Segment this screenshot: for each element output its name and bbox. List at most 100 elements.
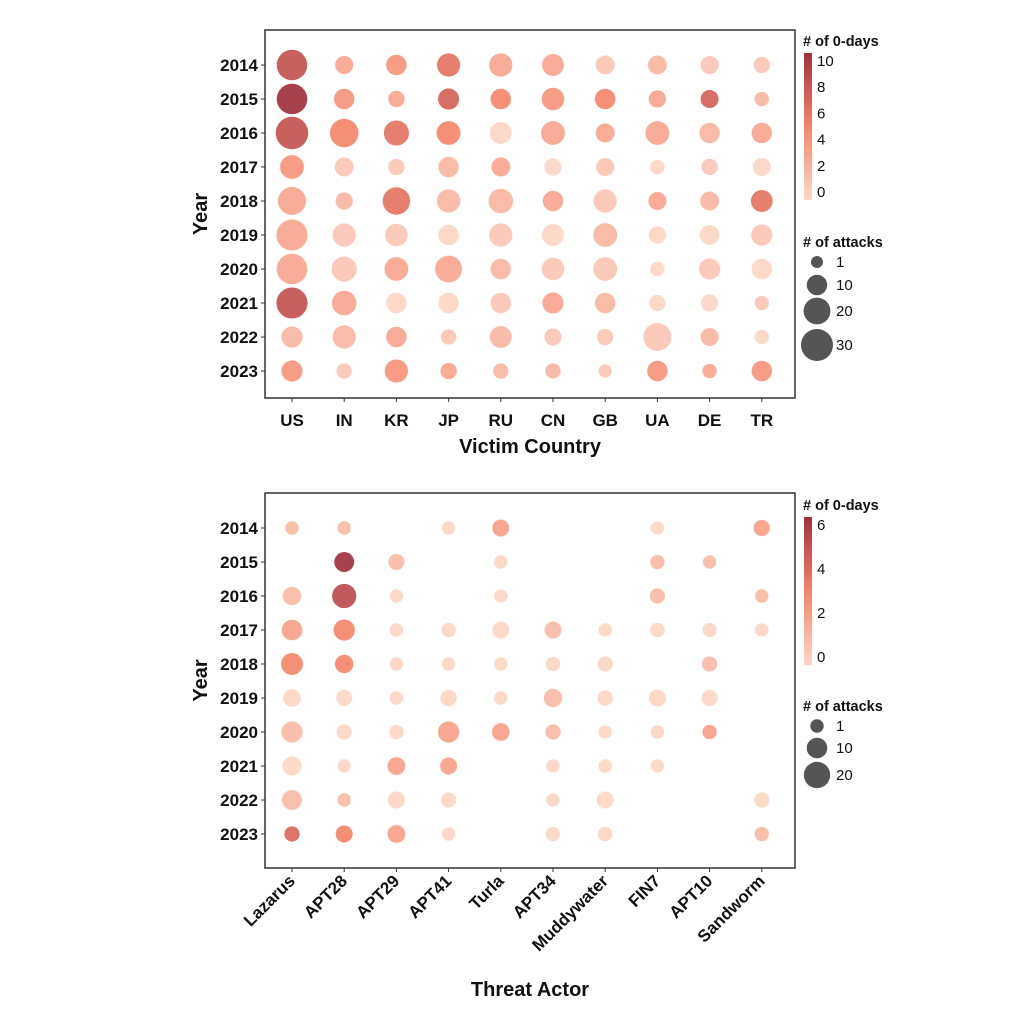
bubble-in-2019	[332, 223, 356, 247]
bubble-jp-2016	[436, 121, 461, 145]
bubble-lazarus-2020	[281, 721, 303, 743]
bubble-fin7-2020	[650, 725, 665, 739]
x-tick-label: JP	[438, 411, 459, 430]
bubble-apt28-2015	[334, 552, 355, 572]
bubble-gb-2023	[598, 364, 612, 378]
bubble-gb-2017	[596, 157, 615, 177]
bubble-lazarus-2018	[281, 653, 303, 675]
bubble-us-2017	[280, 155, 304, 179]
size-legend-circle	[811, 256, 823, 268]
size-legend-label: 10	[836, 740, 853, 757]
y-axis-title: Year	[190, 659, 212, 701]
bubble-lazarus-2023	[284, 826, 300, 842]
bubble-sandworm-2016	[755, 589, 769, 603]
y-tick-label: 2014	[220, 519, 258, 538]
bubble-tr-2014	[753, 56, 770, 74]
bubble-us-2023	[281, 360, 303, 382]
bubble-apt28-2018	[334, 654, 354, 674]
bubble-kr-2023	[384, 359, 409, 383]
bubble-apt41-2021	[440, 757, 458, 775]
bubble-lazarus-2016	[282, 586, 302, 606]
bubble-in-2018	[335, 192, 353, 210]
bubble-muddywater-2019	[597, 690, 613, 706]
y-tick-label: 2023	[220, 362, 258, 381]
bubble-apt34-2020	[545, 724, 561, 740]
y-tick-label: 2015	[220, 90, 258, 109]
y-tick-label: 2022	[220, 328, 258, 347]
bubble-cn-2018	[542, 190, 564, 212]
bubble-in-2022	[332, 325, 356, 349]
size-legend-label: 1	[836, 254, 844, 271]
bubble-kr-2022	[386, 326, 407, 348]
bubble-apt29-2016	[389, 589, 404, 603]
bubble-apt41-2022	[440, 792, 457, 808]
bubble-cn-2015	[541, 87, 565, 111]
y-tick-label: 2019	[220, 689, 258, 708]
bubble-jp-2022	[440, 329, 457, 345]
bubble-apt41-2017	[441, 622, 456, 638]
size-legend-circle	[806, 737, 828, 759]
y-tick-label: 2017	[220, 621, 258, 640]
bubble-apt34-2022	[546, 793, 560, 807]
y-axis-title: Year	[190, 193, 212, 235]
bubble-de-2015	[700, 89, 719, 109]
y-tick-label: 2019	[220, 226, 258, 245]
bubble-apt29-2020	[389, 724, 404, 740]
bubble-de-2014	[700, 55, 719, 75]
bubble-ru-2014	[489, 53, 513, 77]
bubble-ru-2016	[489, 122, 512, 144]
bubble-tr-2017	[752, 157, 771, 177]
bubble-tr-2021	[754, 295, 769, 311]
bubble-apt28-2016	[332, 583, 357, 609]
bubble-apt34-2019	[543, 688, 563, 708]
bubble-us-2021	[276, 287, 308, 319]
bubble-cn-2016	[541, 121, 565, 145]
color-legend-tick: 2	[817, 605, 825, 622]
bubble-gb-2019	[593, 223, 618, 247]
y-tick-label: 2018	[220, 655, 258, 674]
color-legend-tick: 2	[817, 158, 825, 175]
bubble-us-2016	[275, 116, 309, 150]
bubble-tr-2022	[754, 329, 769, 345]
plot-frame	[264, 29, 796, 399]
bubble-gb-2016	[595, 123, 615, 143]
bubble-apt10-2020	[702, 724, 717, 740]
y-tick-label: 2022	[220, 791, 258, 810]
bubble-jp-2019	[438, 224, 459, 246]
bubble-ua-2018	[648, 191, 667, 211]
bubble-muddywater-2017	[598, 623, 612, 637]
bubble-apt41-2019	[440, 689, 457, 707]
bubble-kr-2017	[388, 158, 405, 176]
y-tick-label: 2023	[220, 825, 258, 844]
bubble-gb-2020	[593, 257, 618, 281]
bubble-ua-2019	[648, 226, 667, 244]
bubble-ru-2015	[490, 88, 512, 110]
bubble-apt41-2014	[441, 521, 456, 535]
x-tick-label: KR	[384, 411, 409, 430]
bubble-ru-2022	[489, 326, 512, 348]
bubble-apt10-2019	[701, 689, 718, 707]
bubble-turla-2016	[494, 589, 508, 603]
bubble-ua-2014	[647, 55, 667, 75]
x-tick-label: APT29	[352, 871, 403, 922]
color-legend-tick: 8	[817, 79, 825, 96]
bubble-kr-2016	[383, 120, 409, 146]
bubble-apt41-2023	[441, 827, 456, 841]
bubble-tr-2023	[751, 360, 773, 382]
bubble-ua-2020	[650, 261, 665, 277]
bubble-fin7-2016	[649, 588, 666, 604]
bubble-gb-2015	[594, 88, 616, 110]
bubble-apt28-2017	[333, 619, 355, 641]
bubble-ru-2020	[490, 258, 512, 280]
bubble-jp-2018	[436, 189, 461, 213]
color-legend-title: # of 0-days	[803, 34, 879, 50]
bubble-in-2015	[333, 88, 355, 110]
bubble-jp-2020	[435, 255, 463, 283]
bubble-tr-2018	[750, 190, 773, 212]
bubble-kr-2015	[388, 90, 405, 108]
bubble-cn-2020	[541, 257, 565, 281]
bubble-de-2019	[699, 225, 720, 245]
bubble-apt28-2014	[337, 521, 351, 535]
bubble-de-2018	[700, 191, 720, 211]
bubble-jp-2023	[440, 362, 457, 380]
